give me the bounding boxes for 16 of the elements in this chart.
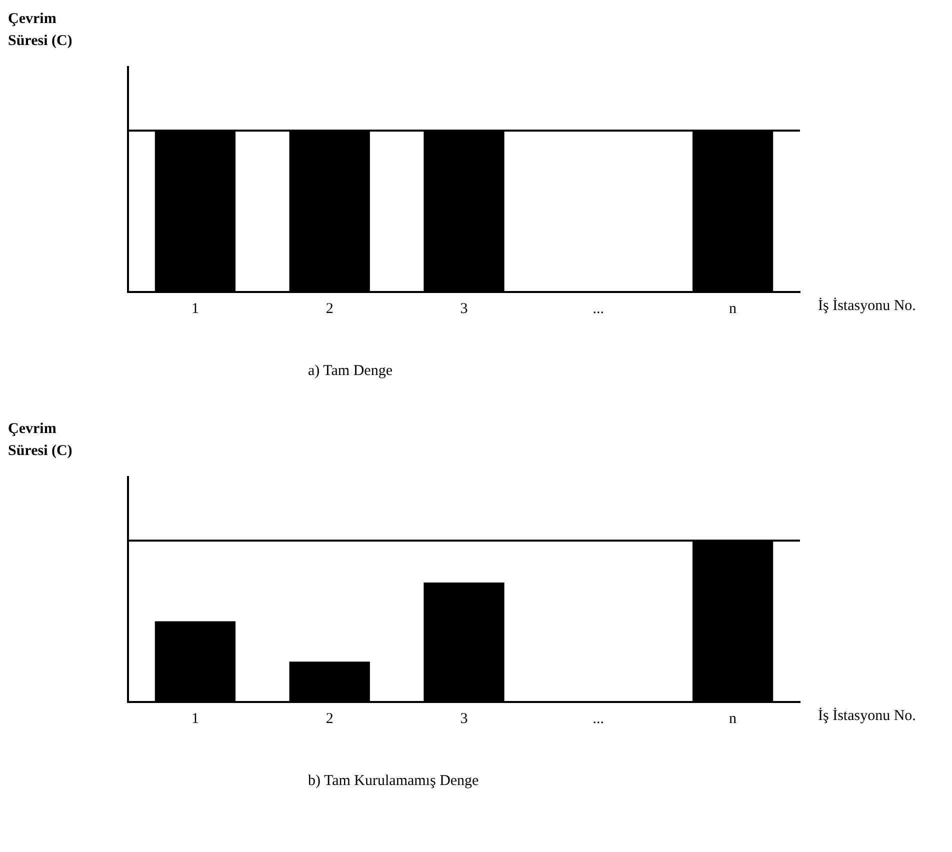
x-tick-label: 3	[460, 710, 468, 727]
x-tick-label: ...	[592, 710, 604, 727]
x-tick-label: ...	[592, 300, 604, 317]
x-tick-label: n	[729, 300, 738, 317]
x-axis-title: İş İstasyonu No.	[818, 708, 916, 725]
y-axis-title: Çevrim Süresi (C)	[8, 10, 74, 51]
x-tick-label: 2	[326, 300, 334, 317]
x-tick-label: 2	[326, 710, 334, 727]
x-tick-label: 3	[460, 300, 468, 317]
x-tick-label: n	[729, 710, 738, 727]
y-axis-title: Çevrim Süresi (C)	[8, 420, 74, 461]
x-axis-title: İş İstasyonu No.	[818, 298, 916, 315]
text: a) Tam Denge	[308, 363, 392, 380]
x-tick-label: 1	[191, 710, 199, 727]
text: b) Tam Kurulamamış Denge	[308, 773, 479, 790]
x-tick-label: 1	[191, 300, 199, 317]
